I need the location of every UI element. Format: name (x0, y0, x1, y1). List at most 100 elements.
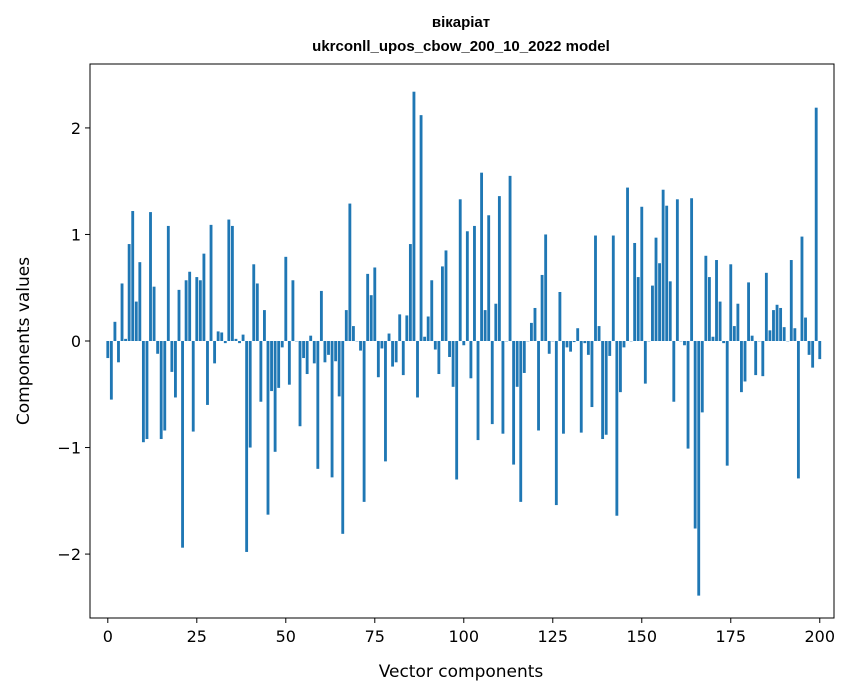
bar-41 (252, 264, 256, 341)
bar-1 (109, 341, 113, 400)
bar-146 (626, 187, 629, 341)
bar-187 (772, 310, 775, 341)
bar-76 (376, 341, 380, 378)
bar-23 (188, 271, 192, 341)
bar-87 (416, 341, 419, 398)
bar-83 (401, 341, 405, 376)
bar-108 (490, 341, 494, 425)
y-axis-label: Components values (14, 257, 34, 425)
bar-84 (405, 315, 409, 341)
bar-45 (266, 341, 270, 515)
bar-160 (675, 199, 679, 341)
bar-177 (736, 303, 740, 341)
bar-126 (554, 341, 558, 506)
bar-37 (238, 341, 241, 344)
bar-29 (209, 224, 213, 341)
bar-128 (562, 341, 565, 434)
bar-144 (618, 341, 622, 393)
bar-142 (611, 235, 615, 341)
bar-33 (223, 341, 227, 344)
bar-4 (120, 283, 124, 341)
bar-195 (800, 236, 804, 341)
bar-167 (700, 341, 704, 413)
bar-184 (761, 341, 765, 377)
bar-27 (202, 253, 206, 341)
bar-105 (480, 172, 484, 341)
bar-107 (487, 215, 491, 341)
bar-158 (668, 281, 672, 341)
bars-group (106, 91, 822, 596)
bar-189 (779, 307, 783, 341)
bar-98 (455, 341, 459, 480)
bar-116 (519, 341, 523, 502)
bar-59 (316, 341, 320, 469)
x-tick-label: 150 (626, 627, 657, 646)
bar-100 (462, 341, 466, 346)
bar-149 (636, 277, 640, 341)
bar-81 (394, 341, 398, 363)
bar-123 (544, 234, 548, 341)
bar-49 (280, 341, 284, 348)
bar-148 (633, 242, 637, 341)
bar-179 (743, 341, 747, 382)
bar-18 (170, 341, 174, 372)
bar-58 (312, 341, 316, 364)
bar-89 (423, 336, 427, 341)
bar-5 (124, 338, 128, 341)
bar-35 (230, 225, 234, 341)
bar-25 (195, 277, 199, 341)
bar-14 (156, 341, 160, 354)
bar-197 (807, 341, 811, 355)
bar-24 (191, 341, 195, 432)
bar-91 (430, 280, 434, 341)
bar-196 (804, 317, 807, 341)
bar-54 (298, 341, 302, 427)
bar-43 (259, 341, 263, 402)
bar-21 (181, 341, 184, 548)
bar-110 (497, 196, 501, 341)
bar-172 (718, 301, 722, 341)
bar-60 (319, 290, 323, 341)
bar-8 (134, 301, 138, 341)
bar-15 (159, 341, 163, 440)
bar-71 (359, 341, 362, 351)
bar-73 (366, 273, 370, 341)
bar-169 (707, 277, 711, 341)
bar-74 (369, 295, 373, 341)
bar-153 (651, 285, 654, 341)
bar-44 (263, 310, 266, 341)
bar-173 (722, 341, 726, 344)
bar-139 (601, 341, 605, 440)
bar-180 (747, 282, 750, 341)
bar-136 (590, 341, 594, 408)
bar-79 (387, 333, 391, 341)
bar-106 (483, 310, 487, 341)
bar-115 (515, 341, 519, 387)
bar-28 (206, 341, 209, 405)
bar-2 (113, 321, 117, 341)
bar-102 (469, 341, 473, 379)
bar-88 (419, 115, 423, 341)
bar-80 (391, 341, 395, 367)
x-tick-label: 50 (276, 627, 296, 646)
bar-114 (512, 341, 516, 465)
bar-19 (174, 341, 177, 398)
bar-159 (672, 341, 676, 402)
bar-192 (789, 260, 793, 341)
bar-63 (330, 341, 334, 478)
y-tick-label: −2 (57, 545, 81, 564)
bar-77 (380, 341, 384, 349)
bar-124 (547, 341, 551, 354)
bar-56 (305, 341, 309, 375)
bar-82 (398, 314, 402, 341)
bar-6 (127, 244, 131, 341)
bar-132 (576, 328, 580, 341)
bar-22 (184, 280, 188, 341)
bar-156 (661, 189, 665, 341)
bar-94 (441, 266, 444, 341)
bar-16 (163, 341, 167, 431)
bar-117 (522, 341, 526, 373)
bar-190 (782, 327, 786, 341)
bar-134 (583, 341, 587, 344)
